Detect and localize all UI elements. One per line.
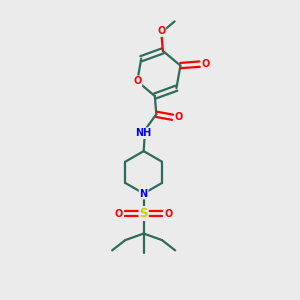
- Text: O: O: [164, 208, 172, 218]
- Text: S: S: [140, 207, 148, 220]
- Text: O: O: [115, 208, 123, 218]
- Text: NH: NH: [136, 128, 152, 138]
- Text: O: O: [175, 112, 183, 122]
- Text: O: O: [133, 76, 141, 86]
- Text: O: O: [202, 59, 210, 69]
- Text: N: N: [140, 188, 148, 199]
- Text: O: O: [157, 26, 166, 36]
